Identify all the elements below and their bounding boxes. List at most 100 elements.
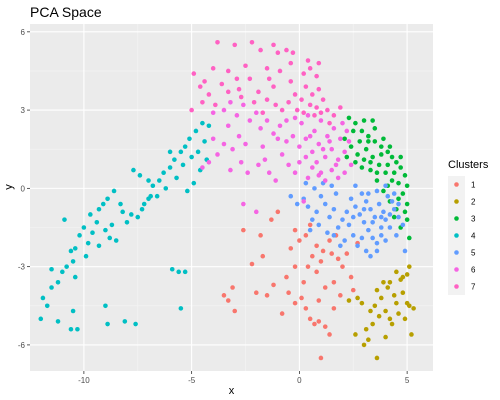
point-cluster-5 [387,212,393,217]
point-cluster-1 [253,290,259,296]
point-cluster-7 [191,71,197,76]
point-cluster-4 [107,235,113,241]
point-cluster-5 [370,235,375,241]
point-cluster-1 [241,227,246,233]
y-axis-ticks: -6 -3 0 3 6 [18,28,30,350]
point-cluster-1 [316,319,322,324]
point-cluster-1 [258,233,263,238]
point-cluster-1 [221,293,227,298]
point-cluster-3 [389,178,395,183]
point-cluster-3 [346,115,352,121]
point-cluster-3 [370,154,375,160]
point-cluster-1 [318,259,324,264]
point-cluster-3 [359,128,365,134]
point-cluster-1 [327,332,332,337]
point-cluster-4 [161,170,166,176]
point-cluster-2 [394,300,399,306]
point-cluster-3 [372,126,378,131]
point-cluster-2 [404,272,410,277]
point-cluster-1 [344,251,350,256]
point-cluster-3 [357,139,363,144]
point-cluster-4 [85,240,91,246]
point-cluster-3 [387,144,393,149]
point-cluster-6 [333,162,339,168]
point-cluster-3 [404,183,410,189]
point-cluster-4 [60,269,65,275]
point-cluster-5 [363,199,369,204]
point-cluster-5 [370,219,375,225]
point-cluster-5 [385,193,391,199]
point-cluster-4 [94,219,100,225]
x-tick-label: -5 [188,376,196,385]
legend-label-cluster-5: 5 [471,249,476,258]
point-cluster-5 [288,193,294,199]
point-cluster-1 [331,306,337,311]
point-cluster-2 [387,316,393,322]
point-cluster-4 [167,165,173,170]
point-cluster-2 [370,321,375,327]
point-cluster-3 [368,159,373,165]
point-cluster-4 [178,306,184,311]
point-cluster-5 [366,191,371,196]
point-cluster-3 [344,154,350,160]
point-cluster-7 [189,107,194,113]
point-cluster-6 [245,170,250,176]
point-cluster-5 [325,230,330,236]
point-cluster-5 [344,209,350,215]
point-cluster-1 [297,238,302,243]
point-cluster-1 [292,264,298,269]
point-cluster-4 [40,295,46,301]
point-cluster-1 [260,253,266,259]
point-cluster-3 [389,154,395,160]
point-cluster-1 [340,264,345,269]
point-cluster-1 [275,209,281,215]
point-cluster-6 [225,123,231,129]
point-cluster-5 [307,227,313,233]
point-cluster-1 [230,285,235,290]
point-cluster-6 [335,157,341,162]
point-cluster-5 [396,201,401,207]
point-cluster-5 [327,214,332,220]
point-cluster-7 [264,66,270,71]
point-cluster-1 [301,279,306,285]
point-cluster-5 [350,233,356,238]
point-cluster-7 [238,94,244,100]
point-cluster-5 [333,191,339,196]
point-cluster-7 [215,39,220,45]
point-cluster-2 [385,285,391,290]
point-cluster-5 [387,225,393,230]
point-cluster-1 [322,324,328,329]
point-cluster-6 [299,120,304,126]
point-cluster-5 [314,209,319,215]
point-cluster-7 [331,113,337,118]
point-cluster-6 [325,133,330,139]
point-cluster-6 [329,146,335,152]
point-cluster-7 [299,97,304,102]
point-cluster-4 [103,303,108,309]
point-cluster-5 [342,238,347,243]
legend-label-cluster-1: 1 [471,181,476,190]
point-cluster-5 [402,248,408,254]
point-cluster-6 [279,152,285,157]
y-tick-label: -3 [18,263,26,272]
point-cluster-7 [197,84,203,89]
point-cluster-5 [378,225,384,230]
point-cluster-7 [307,66,313,71]
point-cluster-6 [297,144,302,149]
point-cluster-5 [378,214,384,220]
point-cluster-4 [193,128,199,134]
point-cluster-6 [221,141,227,147]
point-cluster-6 [344,128,350,134]
point-cluster-2 [411,306,416,311]
point-cluster-6 [275,136,281,142]
point-cluster-2 [394,269,399,275]
point-cluster-3 [406,235,412,241]
point-cluster-6 [247,118,253,123]
point-cluster-7 [316,86,322,92]
point-cluster-7 [316,60,322,66]
point-cluster-6 [273,178,278,183]
point-cluster-5 [294,201,300,207]
plot-panel [30,24,433,371]
point-cluster-7 [234,76,240,82]
point-cluster-5 [322,201,328,207]
